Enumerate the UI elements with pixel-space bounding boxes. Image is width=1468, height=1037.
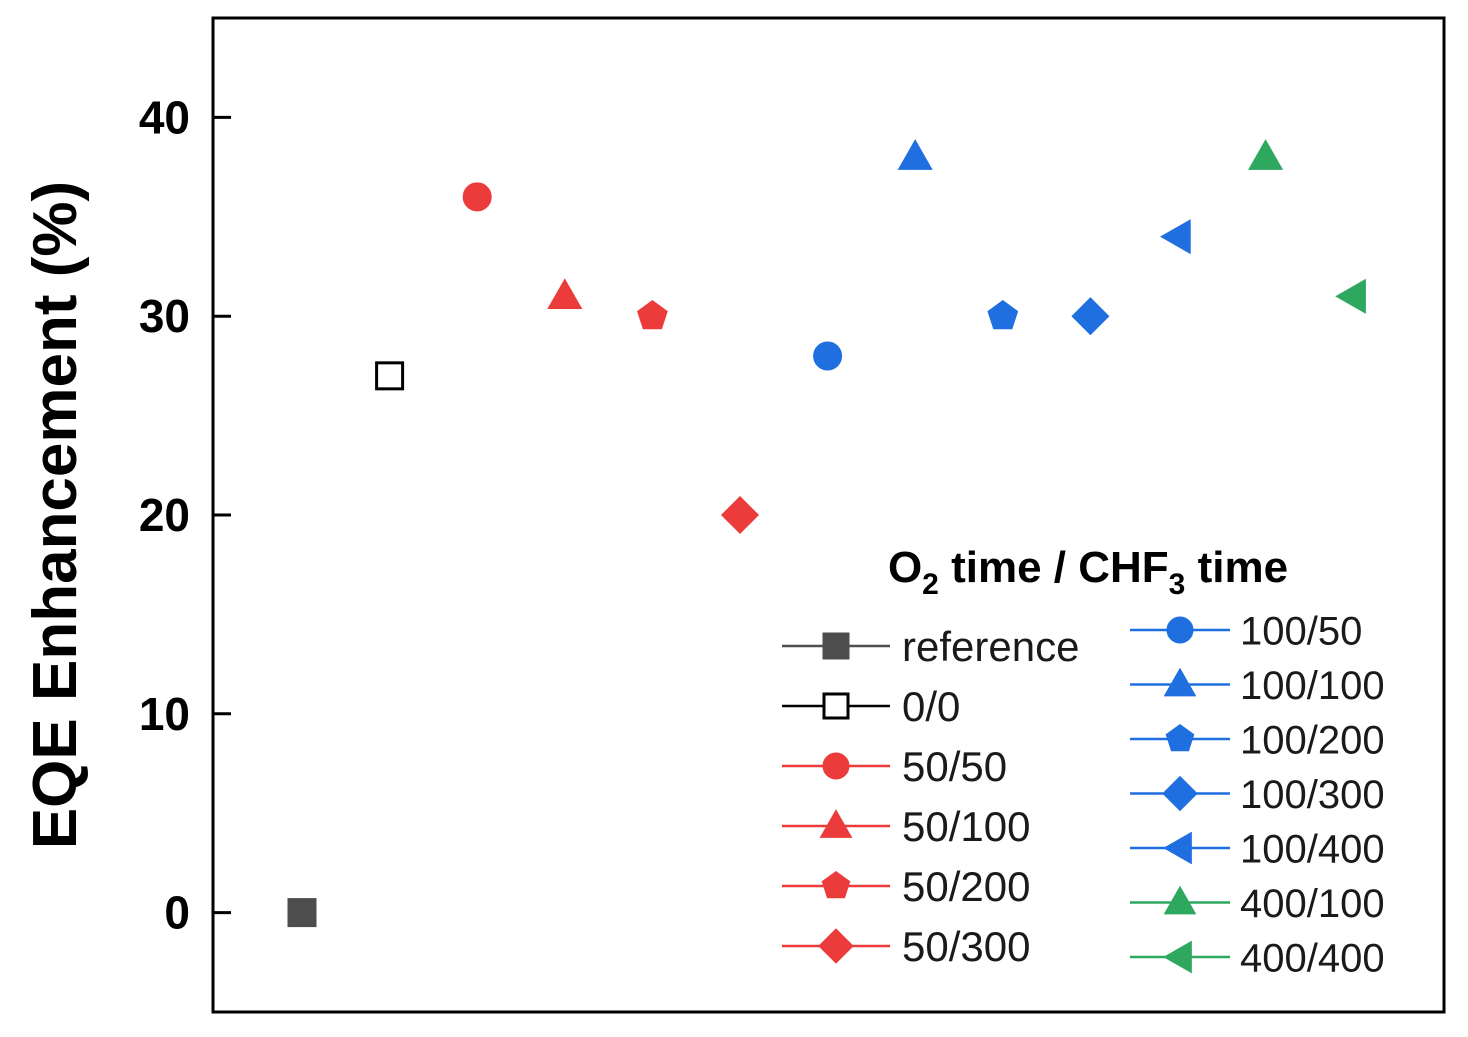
- data-point: [1160, 219, 1191, 255]
- data-point: [987, 300, 1019, 330]
- legend-marker: [818, 928, 854, 964]
- legend-marker: [1163, 885, 1197, 915]
- legend-title: O2 time / CHF3 time: [888, 543, 1288, 601]
- data-point: [287, 898, 317, 928]
- legend-marker: [1162, 775, 1198, 812]
- legend-marker: [1163, 667, 1197, 697]
- legend-label: 100/400: [1240, 827, 1385, 871]
- legend-label: 50/200: [902, 863, 1030, 910]
- y-tick-label: 0: [164, 887, 190, 939]
- legend-marker: [1165, 723, 1195, 752]
- legend-label: 50/100: [902, 803, 1030, 850]
- legend-item: 50/300: [782, 923, 1030, 970]
- legend-label: 100/300: [1240, 773, 1385, 817]
- legend-item: 100/200: [1130, 718, 1385, 762]
- legend-label: 400/400: [1240, 936, 1385, 980]
- legend-label: 100/100: [1240, 664, 1385, 708]
- legend-item: 100/400: [1130, 827, 1385, 871]
- legend-item: 100/100: [1130, 664, 1385, 708]
- data-point: [897, 139, 933, 170]
- legend-label: 100/50: [1240, 609, 1362, 653]
- legend-label: 50/300: [902, 923, 1030, 970]
- data-point: [813, 341, 843, 371]
- data-points: [287, 139, 1366, 928]
- y-tick-label: 20: [139, 489, 190, 541]
- legend-item: 400/100: [1130, 882, 1385, 926]
- legend-item: 50/200: [782, 863, 1030, 910]
- y-tick-label: 40: [139, 91, 190, 143]
- legend-label: reference: [902, 623, 1079, 670]
- legend-marker: [821, 870, 851, 899]
- legend-item: 100/50: [1130, 609, 1362, 653]
- y-axis: 0 10 20 30 40: [139, 91, 231, 939]
- legend-label: 50/50: [902, 743, 1007, 790]
- legend-marker: [1163, 831, 1192, 865]
- data-point: [547, 278, 583, 310]
- legend-label: 400/100: [1240, 882, 1385, 926]
- legend-marker: [822, 692, 850, 720]
- data-point: [1335, 278, 1366, 314]
- legend-marker: [822, 752, 850, 780]
- legend-item: reference: [782, 623, 1079, 670]
- legend-item: 0/0: [782, 683, 960, 730]
- data-point: [720, 495, 760, 535]
- legend-item: 400/400: [1130, 936, 1385, 980]
- data-point: [637, 300, 668, 330]
- legend-label: 0/0: [902, 683, 960, 730]
- legend-marker: [1166, 616, 1194, 644]
- legend-marker: [819, 809, 853, 838]
- legend: O2 time / CHF3 time reference 0/0 50/50 50/…: [782, 543, 1385, 980]
- legend-marker: [822, 632, 850, 660]
- legend-label: 100/200: [1240, 718, 1385, 762]
- legend-item: 100/300: [1130, 773, 1385, 817]
- y-tick-label: 10: [139, 688, 190, 740]
- legend-marker: [1163, 940, 1192, 974]
- data-point: [1071, 297, 1110, 336]
- data-point: [1248, 139, 1284, 170]
- legend-item: 50/50: [782, 743, 1007, 790]
- data-point: [462, 182, 492, 212]
- y-axis-label: EQE Enhancement (%): [21, 181, 90, 849]
- data-point: [375, 361, 405, 391]
- legend-item: 50/100: [782, 803, 1030, 850]
- y-tick-label: 30: [139, 290, 190, 342]
